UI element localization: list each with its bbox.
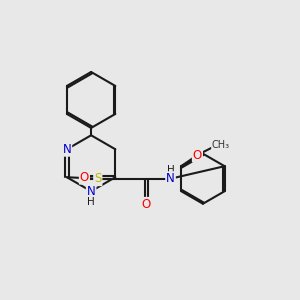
Text: H: H: [87, 197, 95, 207]
Text: N: N: [166, 172, 175, 185]
Text: O: O: [193, 148, 202, 161]
Text: N: N: [87, 185, 95, 198]
Text: CH₃: CH₃: [212, 140, 230, 150]
Text: O: O: [142, 198, 151, 211]
Text: H: H: [167, 165, 174, 175]
Text: O: O: [80, 171, 89, 184]
Text: S: S: [94, 172, 101, 185]
Text: N: N: [62, 143, 71, 156]
